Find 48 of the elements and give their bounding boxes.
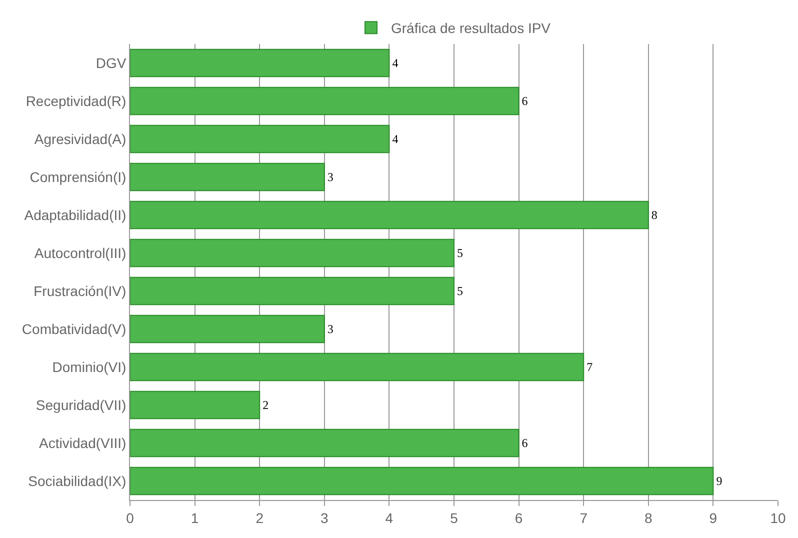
x-tick-label: 10 (770, 510, 786, 526)
data-label: 5 (457, 246, 463, 260)
data-label: 4 (392, 56, 398, 70)
data-label: 3 (327, 170, 334, 184)
bar (130, 48, 390, 78)
data-label: 3 (327, 322, 334, 336)
y-tick-label: Sociabilidad(IX) (28, 472, 126, 489)
bar (130, 428, 520, 458)
y-tick-label: Seguridad(VII) (36, 396, 126, 413)
y-tick-label: Comprensión(I) (30, 168, 126, 185)
bar (130, 162, 325, 192)
bar (130, 124, 390, 154)
x-tick-label: 6 (514, 510, 523, 526)
x-tick-label: 0 (126, 510, 134, 526)
x-tick-label: 5 (450, 510, 458, 526)
bar (130, 200, 649, 230)
y-tick-label: Combatividad(V) (22, 320, 126, 337)
bar (130, 314, 325, 344)
bar (130, 352, 584, 382)
y-tick-label: Receptividad(R) (26, 92, 126, 109)
y-tick-label: Dominio(VI) (52, 358, 126, 375)
bar (130, 276, 454, 306)
data-label: 2 (262, 398, 269, 412)
x-tick-label: 8 (644, 510, 652, 526)
data-label: 6 (522, 436, 528, 450)
data-label: 9 (716, 474, 722, 488)
x-tick-label: 4 (385, 510, 394, 526)
data-label: 4 (392, 132, 398, 146)
legend-label: Gráfica de resultados IPV (391, 20, 552, 36)
data-label: 6 (522, 94, 528, 108)
x-tick-label: 7 (580, 510, 588, 526)
bar (130, 390, 260, 420)
y-tick-label: Frustración(IV) (34, 282, 126, 299)
bar (130, 238, 454, 268)
x-tick-label: 9 (709, 510, 718, 526)
bar (130, 466, 714, 496)
x-tick-label: 1 (190, 510, 199, 526)
y-tick-label: Agresividad(A) (34, 130, 126, 147)
data-label: 8 (651, 208, 658, 222)
y-tick-label: Adaptabilidad(II) (24, 206, 126, 223)
y-tick-label: DGV (96, 54, 127, 71)
x-tick-label: 3 (320, 510, 328, 526)
data-label: 5 (457, 284, 463, 298)
y-tick-label: Autocontrol(III) (34, 244, 126, 261)
x-tick-label: 2 (256, 510, 264, 526)
bar (130, 86, 520, 116)
data-label: 7 (586, 360, 593, 374)
y-tick-label: Actividad(VIII) (39, 434, 126, 451)
